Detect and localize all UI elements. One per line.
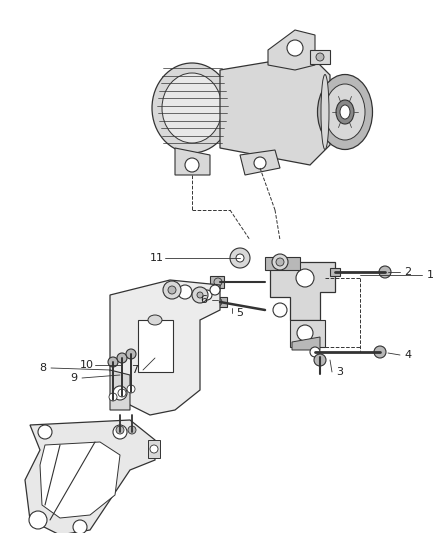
Bar (310, 50, 330, 64)
Circle shape (254, 157, 266, 169)
Circle shape (178, 285, 192, 299)
Ellipse shape (162, 73, 222, 143)
Bar (148, 440, 160, 458)
Circle shape (128, 426, 136, 434)
Circle shape (73, 520, 87, 533)
Text: 3: 3 (336, 367, 343, 377)
Polygon shape (240, 150, 280, 175)
Polygon shape (290, 320, 325, 347)
Bar (215, 297, 227, 307)
Circle shape (113, 425, 127, 439)
Bar (210, 276, 224, 288)
Circle shape (310, 347, 320, 357)
Circle shape (163, 281, 181, 299)
Polygon shape (110, 280, 220, 415)
Text: 8: 8 (39, 363, 46, 373)
Circle shape (202, 290, 212, 300)
Circle shape (374, 346, 386, 358)
Circle shape (118, 389, 126, 397)
Polygon shape (268, 30, 315, 70)
Polygon shape (265, 257, 300, 270)
Text: 10: 10 (80, 360, 94, 370)
Circle shape (29, 511, 47, 529)
Circle shape (38, 425, 52, 439)
Ellipse shape (325, 84, 365, 140)
Circle shape (168, 286, 176, 294)
Circle shape (214, 278, 222, 286)
Ellipse shape (340, 105, 350, 119)
Text: 2: 2 (404, 267, 412, 277)
Circle shape (296, 269, 314, 287)
Text: 5: 5 (237, 308, 244, 318)
Circle shape (185, 158, 199, 172)
Circle shape (197, 292, 203, 298)
Ellipse shape (148, 315, 162, 325)
Ellipse shape (321, 75, 329, 149)
Ellipse shape (336, 100, 354, 124)
Text: 1: 1 (427, 270, 434, 280)
Polygon shape (292, 337, 320, 350)
Text: 6: 6 (201, 295, 208, 305)
Circle shape (379, 266, 391, 278)
Bar (330, 268, 340, 276)
Circle shape (287, 40, 303, 56)
Circle shape (113, 386, 127, 400)
Circle shape (272, 254, 288, 270)
Circle shape (230, 248, 250, 268)
Circle shape (214, 298, 222, 306)
Circle shape (273, 303, 287, 317)
Circle shape (109, 393, 117, 401)
Circle shape (127, 385, 135, 393)
Text: 11: 11 (150, 253, 164, 263)
Circle shape (297, 325, 313, 341)
Circle shape (126, 349, 136, 359)
Polygon shape (25, 420, 155, 533)
Circle shape (117, 353, 127, 363)
Circle shape (210, 285, 220, 295)
Circle shape (150, 445, 158, 453)
Circle shape (116, 426, 124, 434)
Polygon shape (175, 148, 210, 175)
Polygon shape (220, 55, 330, 165)
Circle shape (316, 53, 324, 61)
Circle shape (276, 258, 284, 266)
Text: 7: 7 (131, 365, 138, 375)
Ellipse shape (318, 75, 372, 149)
Polygon shape (270, 262, 335, 320)
Text: 9: 9 (71, 373, 78, 383)
Ellipse shape (152, 63, 232, 153)
Circle shape (108, 357, 118, 367)
Circle shape (314, 354, 326, 366)
Polygon shape (40, 442, 120, 518)
Circle shape (192, 287, 208, 303)
Bar (138, 320, 173, 372)
Polygon shape (110, 370, 130, 410)
Text: 4: 4 (404, 350, 412, 360)
Circle shape (236, 254, 244, 262)
